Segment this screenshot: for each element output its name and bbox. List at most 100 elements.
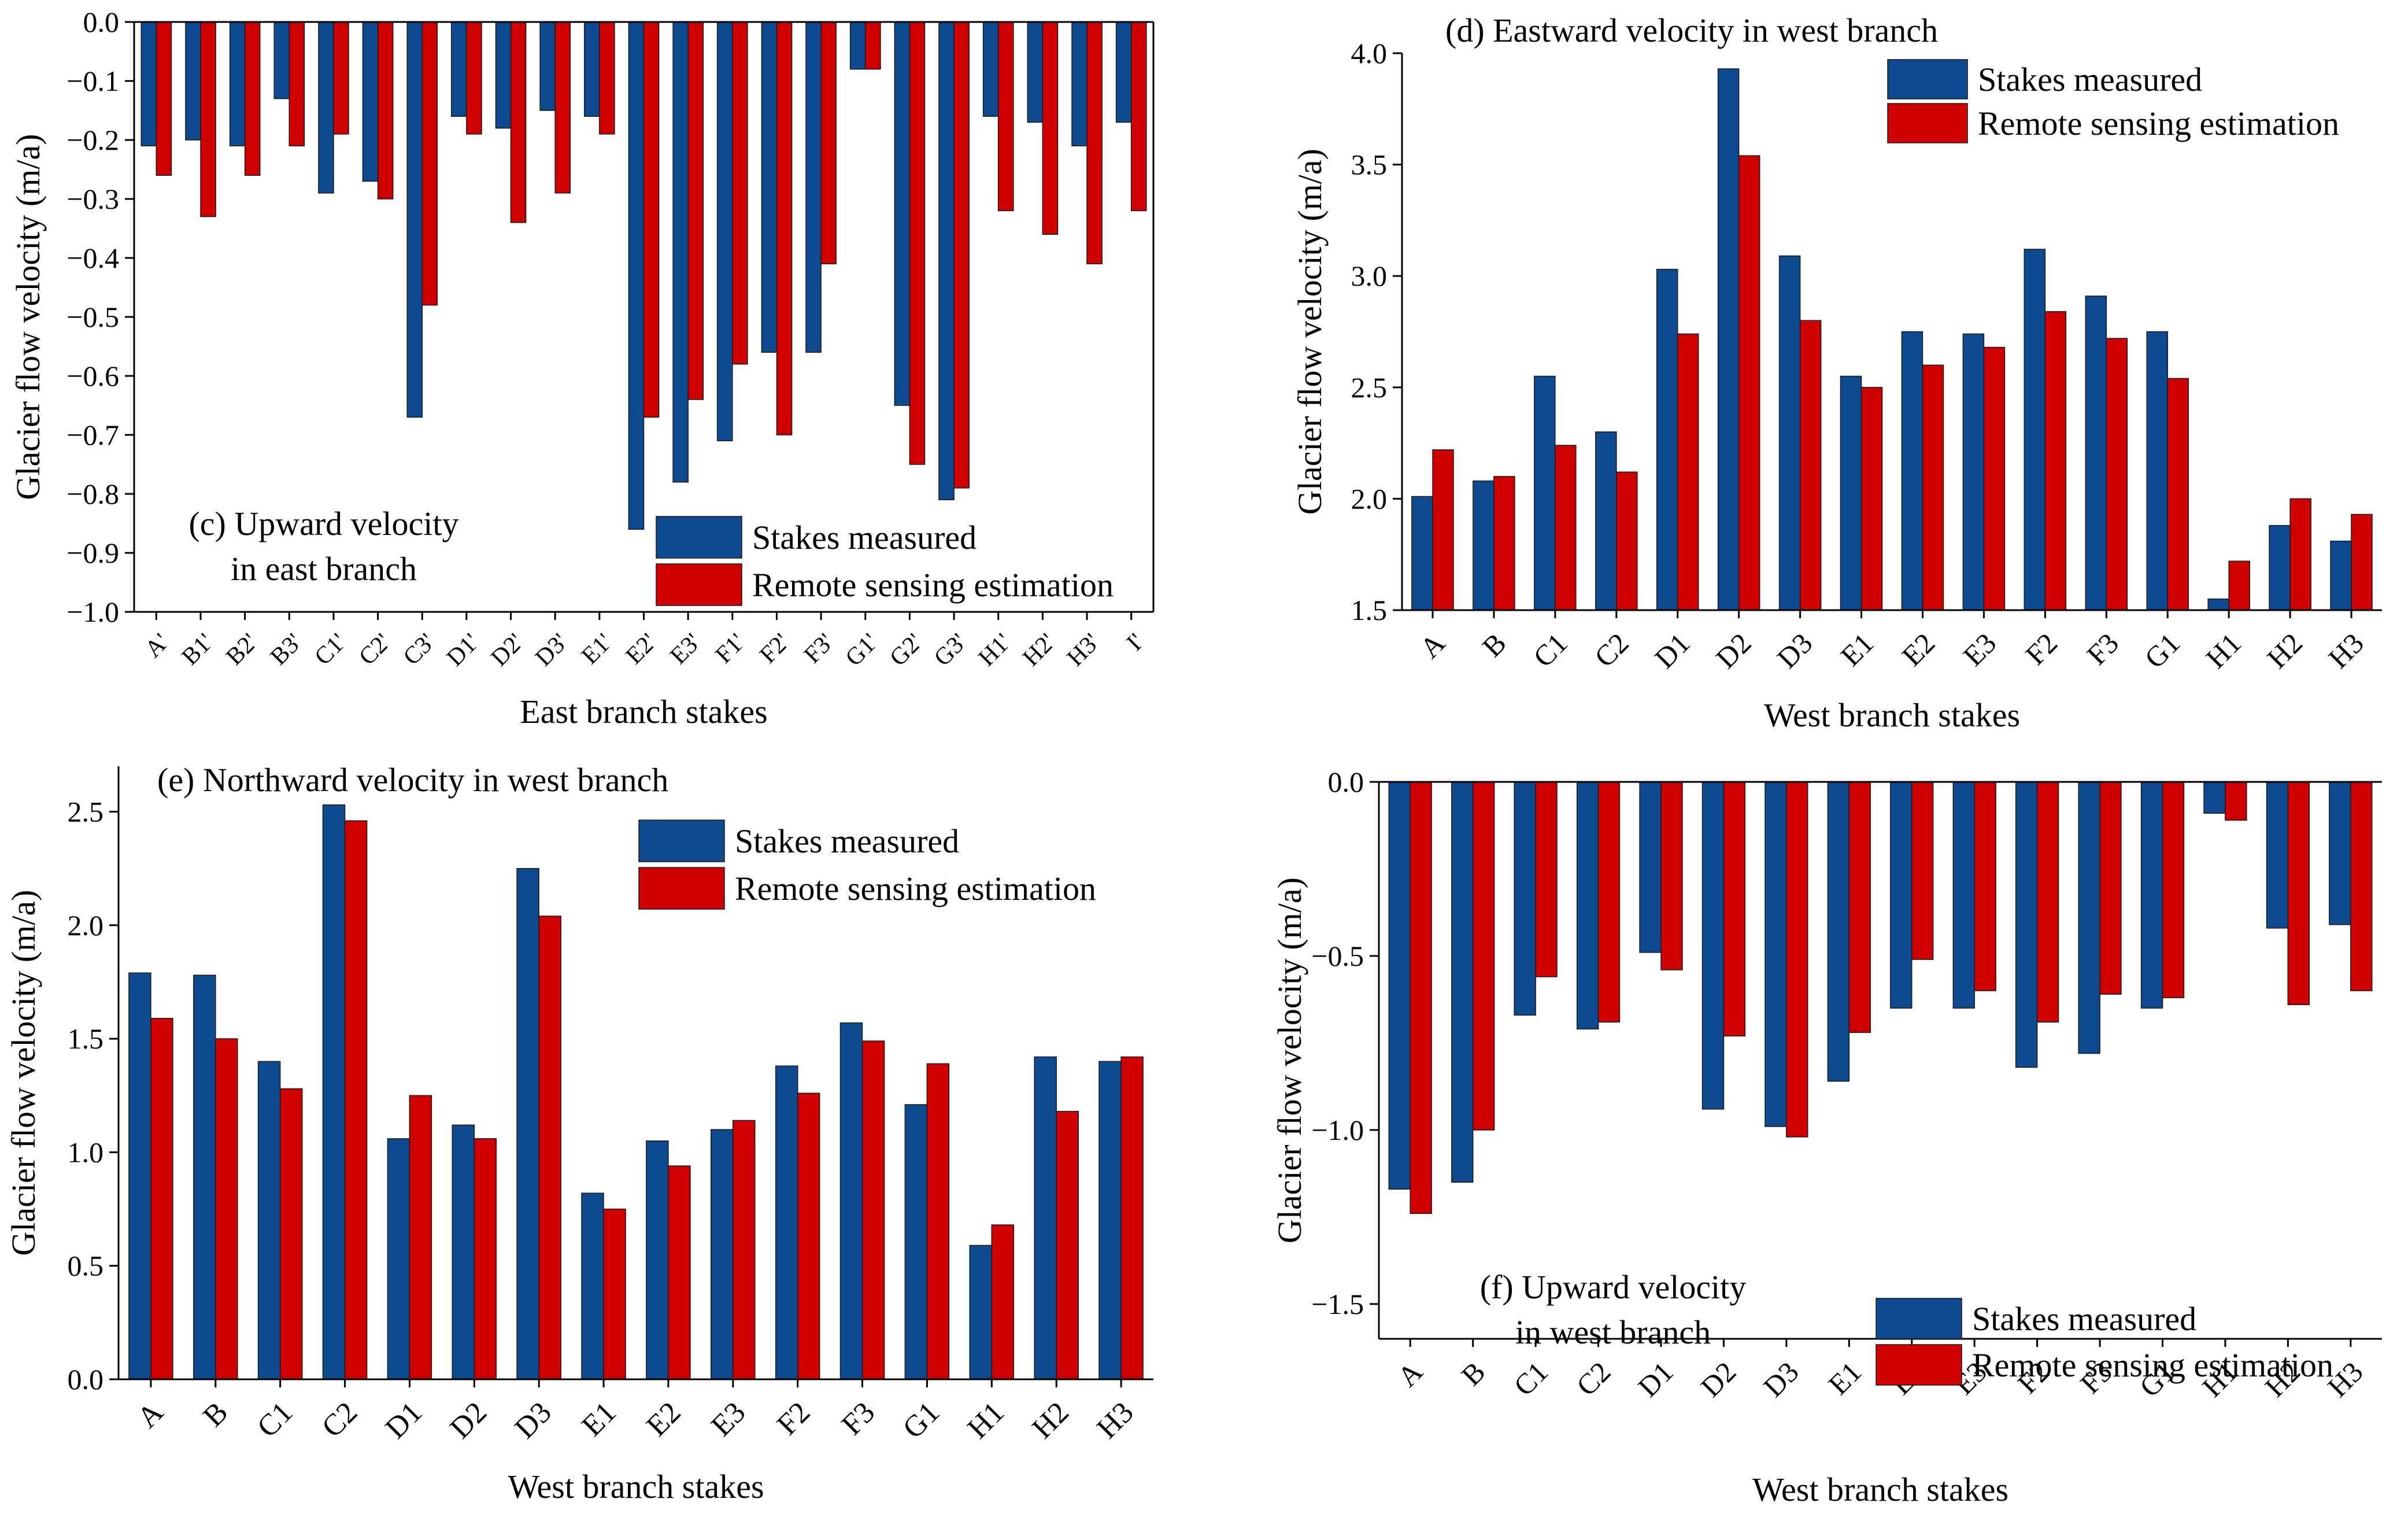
x-category-label: G2' [885, 629, 927, 671]
x-category-label: F2' [754, 629, 794, 669]
x-category-label: B [1476, 626, 1512, 663]
x-category-label: G1 [897, 1396, 946, 1445]
x-category-label: D2 [444, 1396, 493, 1445]
x-category-label: H3 [1090, 1396, 1140, 1445]
bar-e-stakes-4 [387, 1138, 410, 1380]
chart-panel-d: 4.0 3.5 3.0 2.5 2.0 1.5 A B C1 C2 D1 D2 D3 E1 E2 E3 F2 F3… [1291, 12, 2382, 734]
bar-e-stakes-0 [128, 972, 151, 1380]
bar-e-stakes-13 [969, 1245, 993, 1380]
chart-panel-e: 2.5 2.0 1.5 1.0 0.5 0.0 A B C1 C2 D1 D2 D3 E1 E2 E3 F2 F3… [5, 761, 1153, 1505]
bar-d-remote-11 [2106, 338, 2128, 611]
bar-f-stakes-1 [1451, 781, 1474, 1183]
panel-title: (c) Upward velocity [188, 505, 458, 542]
bar-c-stakes-11 [628, 21, 645, 530]
x-category-label: D1 [1648, 626, 1696, 674]
bar-f-stakes-0 [1388, 781, 1411, 1190]
legend-label: Remote sensing estimation [1972, 1346, 2333, 1384]
x-category-label: E3 [705, 1396, 752, 1442]
bar-c-stakes-4 [318, 21, 334, 194]
bar-c-stakes-8 [495, 21, 512, 129]
bar-d-stakes-0 [1411, 496, 1433, 611]
bar-f-stakes-9 [1952, 781, 1975, 1009]
x-category-label: C2' [354, 629, 396, 671]
bar-c-remote-5 [377, 21, 394, 200]
panel-title: (e) Northward velocity in west branch [157, 761, 668, 799]
bar-e-remote-9 [733, 1120, 756, 1380]
y-tick-label: −1.5 [1311, 1288, 1364, 1320]
bar-f-stakes-6 [1765, 781, 1787, 1127]
bar-c-stakes-12 [672, 21, 689, 483]
y-tick-label: −1.0 [1311, 1114, 1364, 1146]
bar-c-stakes-16 [849, 21, 866, 70]
x-category-label: D2' [486, 629, 529, 671]
bar-d-stakes-1 [1473, 480, 1495, 611]
bar-e-stakes-2 [257, 1061, 281, 1380]
panel-title: (f) Upward velocity [1480, 1268, 1747, 1306]
bar-e-stakes-6 [516, 867, 539, 1380]
x-category-label: E3' [665, 629, 706, 670]
bar-d-stakes-2 [1534, 375, 1556, 611]
bar-c-remote-10 [599, 21, 615, 135]
y-tick-label: −0.5 [66, 301, 119, 333]
y-tick-label: 3.5 [1351, 149, 1388, 181]
bar-c-stakes-9 [539, 21, 556, 111]
x-category-label: D3' [530, 629, 573, 671]
y-tick-label: −0.1 [66, 65, 119, 97]
panel-title: in west branch [1515, 1313, 1711, 1351]
bar-c-remote-19 [997, 21, 1014, 212]
bar-d-stakes-15 [2330, 540, 2352, 611]
bar-d-stakes-7 [1840, 375, 1862, 611]
x-category-label: B2' [221, 629, 263, 671]
bar-c-stakes-18 [938, 21, 955, 500]
x-axis-title: West branch stakes [1764, 696, 2020, 734]
bar-c-remote-20 [1042, 21, 1059, 235]
x-category-label: F3 [835, 1396, 881, 1441]
x-category-label: H2' [1018, 629, 1060, 671]
bar-d-remote-3 [1616, 471, 1638, 611]
bar-c-remote-16 [865, 21, 881, 70]
bar-f-stakes-3 [1576, 781, 1599, 1030]
bar-c-remote-1 [200, 21, 216, 217]
bar-f-remote-6 [1786, 781, 1808, 1138]
x-category-label: E3 [1956, 626, 2002, 672]
x-category-label: F2 [2019, 626, 2063, 671]
bar-e-stakes-8 [646, 1140, 669, 1380]
y-tick-label: −0.3 [66, 183, 119, 215]
bar-c-stakes-22 [1115, 21, 1132, 123]
x-axis-title: West branch stakes [1752, 1471, 2008, 1508]
legend-swatch-stakes [638, 819, 725, 862]
bar-c-remote-8 [510, 21, 527, 223]
x-category-label: F1' [711, 629, 750, 669]
x-category-label: B1' [177, 629, 219, 671]
legend-label: Stakes measured [735, 822, 959, 860]
legend-swatch-remote [656, 563, 742, 606]
y-tick-label: 2.0 [68, 909, 104, 942]
y-tick-label: −0.9 [66, 537, 119, 569]
bar-f-remote-8 [1911, 781, 1934, 960]
y-tick-label: −1.0 [66, 596, 119, 628]
y-tick-label: −0.7 [66, 419, 119, 451]
y-tick-label: 3.0 [1351, 260, 1388, 292]
x-category-label: F3' [799, 629, 839, 669]
bar-d-stakes-4 [1656, 268, 1678, 611]
bar-e-remote-12 [926, 1063, 950, 1380]
y-tick-label: 1.0 [68, 1136, 104, 1168]
legend-e: Stakes measured Remote sensing estimation [638, 819, 1096, 910]
x-category-label: D2 [1695, 1355, 1743, 1403]
bar-f-stakes-10 [2015, 781, 2038, 1068]
bar-c-stakes-3 [273, 21, 290, 99]
bar-c-remote-6 [421, 21, 438, 306]
bar-e-stakes-1 [193, 974, 216, 1380]
legend-swatch-remote [638, 867, 725, 910]
x-category-label: H2 [1026, 1396, 1075, 1445]
bar-e-remote-5 [474, 1138, 497, 1380]
x-category-label: G3' [929, 629, 972, 671]
y-tick-label: 0.0 [83, 6, 120, 38]
bar-c-stakes-21 [1071, 21, 1088, 146]
bar-d-remote-6 [1799, 320, 1822, 611]
x-category-label: B3' [265, 629, 308, 671]
x-category-label: D1' [442, 629, 484, 671]
bar-f-remote-13 [2225, 781, 2247, 821]
bar-d-remote-8 [1922, 364, 1944, 611]
